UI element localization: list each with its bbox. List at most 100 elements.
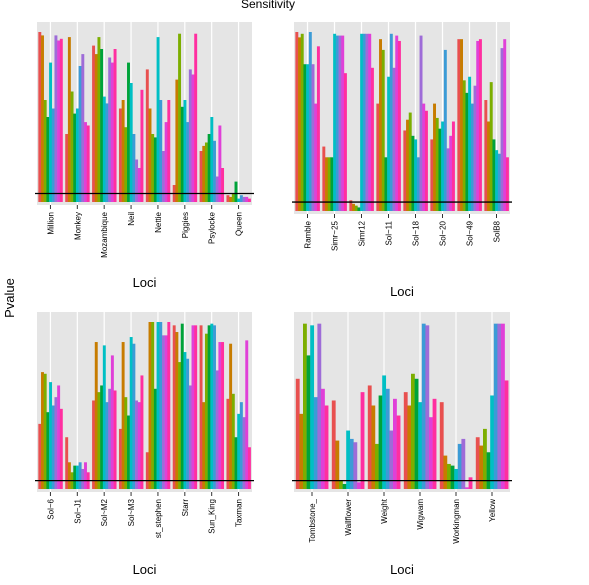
x-tick-label: Starr [181, 499, 190, 517]
bar [245, 340, 249, 489]
x-tick-label: Sol~J1 [73, 498, 82, 523]
bar [450, 465, 455, 489]
bar [51, 405, 55, 489]
bar [343, 73, 347, 211]
bar [46, 412, 50, 489]
bar [239, 402, 243, 489]
x-tick-label: Sol~49 [466, 220, 475, 246]
x-tick-label: Psylocke [208, 211, 217, 244]
bar [470, 103, 474, 211]
bar [346, 430, 351, 489]
bar [121, 342, 125, 489]
bar [118, 428, 122, 489]
bar [148, 108, 152, 202]
bar [322, 146, 326, 211]
x-axis-label: Loci [390, 284, 414, 299]
bar [153, 388, 157, 489]
bar [59, 38, 63, 202]
bar [135, 159, 139, 202]
bar [94, 54, 98, 202]
panel-2: Ramble Simr~25 Simr12 Sol~11 Sol~18 Sol~20 Sol… [292, 22, 512, 299]
bar [210, 117, 214, 202]
bar [352, 203, 355, 211]
bar [331, 400, 336, 489]
bar [389, 33, 393, 211]
bar [314, 103, 318, 211]
bar [349, 200, 353, 211]
bar [151, 134, 155, 202]
bar [468, 477, 473, 489]
x-tick-label: Wallflower [344, 499, 353, 536]
bar [49, 382, 53, 489]
x-tick-label: Neil [127, 212, 136, 226]
bar [311, 64, 315, 211]
bar [145, 69, 149, 203]
bar [161, 335, 165, 489]
bar [207, 325, 211, 489]
bar [100, 385, 104, 489]
bar [489, 82, 493, 212]
bar [403, 392, 408, 489]
x-axis-label: Loci [390, 562, 414, 577]
bar [306, 355, 311, 489]
bar [137, 402, 141, 489]
bar [57, 385, 61, 489]
bar [49, 62, 53, 202]
bar [376, 103, 380, 211]
x-tick-label: Piggies [181, 212, 190, 238]
bar [110, 355, 114, 489]
bar [194, 325, 198, 489]
bar [215, 176, 219, 202]
bar [213, 325, 216, 489]
bar [357, 207, 361, 211]
bar [75, 465, 79, 489]
bar [433, 103, 436, 211]
bar [421, 323, 426, 489]
bar [368, 33, 372, 211]
bar [226, 398, 230, 489]
x-axis-label: Loci [133, 275, 157, 290]
bar [113, 390, 117, 489]
bar [237, 198, 241, 202]
bar [387, 76, 391, 211]
bar [303, 323, 307, 489]
bar [465, 487, 469, 489]
bar [156, 322, 160, 489]
bar [137, 168, 141, 202]
bar [199, 325, 203, 489]
bar [84, 462, 87, 489]
bar [295, 32, 299, 211]
bar [497, 323, 502, 489]
bar [164, 122, 168, 202]
bar [414, 139, 418, 211]
x-axis-label: Loci [133, 562, 157, 577]
bar [327, 157, 331, 211]
bar [234, 437, 238, 489]
bar [411, 373, 415, 489]
bar [178, 362, 182, 489]
bar [357, 482, 361, 489]
bar [443, 49, 447, 212]
bar [41, 35, 44, 203]
bar [324, 405, 329, 489]
bar [145, 452, 149, 489]
x-tick-label: Yellow [488, 499, 497, 522]
bar [207, 134, 211, 202]
bar [65, 437, 69, 489]
bar [210, 323, 214, 489]
bar [354, 205, 358, 211]
bar [108, 57, 112, 202]
bar [349, 438, 354, 489]
bar [483, 428, 487, 489]
bar [113, 49, 117, 202]
bar [97, 37, 101, 202]
bar [175, 79, 179, 202]
bar [403, 130, 407, 211]
x-tick-label: st_stephen [154, 499, 163, 538]
x-tick-label: Sun_King [208, 499, 217, 534]
bar [183, 100, 187, 202]
bar [476, 40, 480, 212]
bar [67, 462, 71, 489]
bar [156, 37, 160, 202]
x-tick-label: Queen [235, 212, 244, 236]
